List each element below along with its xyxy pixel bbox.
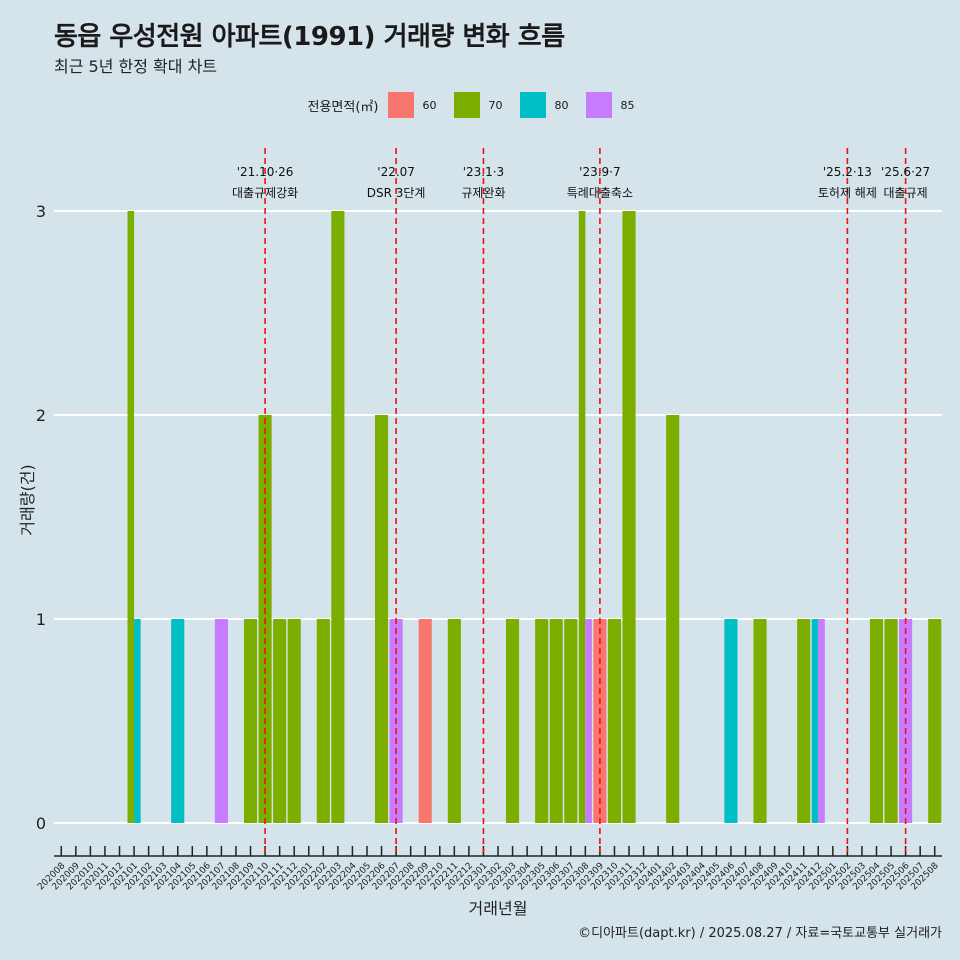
x-axis-title: 거래년월 — [469, 899, 528, 918]
bar-202303-70 — [506, 619, 520, 823]
bar-202101-70 — [127, 211, 135, 823]
y-tick-label: 0 — [36, 814, 46, 833]
legend-label-60: 60 — [422, 98, 437, 112]
bar-202406-80 — [724, 619, 738, 823]
y-tick-label: 1 — [36, 610, 46, 629]
bar-202308-70 — [578, 211, 586, 823]
bar-202504-70 — [869, 619, 884, 823]
bar-202412-80 — [811, 619, 819, 823]
event-date-label: '25.6·27 — [881, 165, 930, 179]
legend-swatch-60 — [388, 92, 415, 118]
bar-202411-70 — [797, 619, 811, 823]
bar-202101-80 — [134, 619, 141, 823]
event-date-label: '25.2·13 — [823, 165, 872, 179]
legend-item-80: 80 — [520, 92, 578, 118]
event-desc-label: 특례대출축소 — [567, 186, 633, 200]
bar-202111-70 — [273, 619, 287, 823]
bar-202310-70 — [607, 619, 622, 823]
bar-202305-70 — [535, 619, 549, 823]
chart-title: 동읍 우성전원 아파트(1991) 거래량 변화 흐름 — [54, 22, 565, 52]
event-date-label: '23.1·3 — [463, 165, 504, 179]
bar-202109-70 — [243, 619, 258, 823]
legend-item-85: 85 — [586, 92, 644, 118]
event-desc-label: 규제완화 — [461, 186, 505, 200]
legend-swatch-70 — [454, 92, 481, 118]
event-date-label: '23.9·7 — [579, 165, 620, 179]
source-caption: ©디아파트(dapt.kr) / 2025.08.27 / 자료=국토교통부 실… — [578, 926, 942, 941]
bar-202508-70 — [928, 619, 942, 823]
bar-202211-70 — [447, 619, 461, 823]
event-desc-label: 대출규제 — [884, 186, 928, 200]
legend: 전용면적(㎡) 60 70 80 85 — [0, 92, 960, 118]
bar-202402-70 — [666, 415, 680, 823]
bar-202202-70 — [316, 619, 330, 823]
event-desc-label: 대출규제강화 — [232, 186, 298, 200]
chart-subtitle: 최근 5년 한정 확대 차트 — [54, 57, 218, 76]
legend-swatch-80 — [520, 92, 547, 118]
event-desc-label: 토허제 해제 — [818, 186, 877, 200]
legend-swatch-85 — [586, 92, 613, 118]
bar-202206-70 — [374, 415, 389, 823]
event-date-label: '22.07 — [377, 165, 415, 179]
bar-202307-70 — [564, 619, 578, 823]
legend-title: 전용면적(㎡) — [307, 99, 379, 115]
bar-202209-60 — [418, 619, 432, 823]
legend-label-80: 80 — [554, 98, 569, 112]
bar-202408-70 — [753, 619, 767, 823]
y-tick-label: 3 — [36, 202, 46, 221]
bar-202306-70 — [549, 619, 563, 823]
bar-202203-70 — [331, 211, 345, 823]
bar-202311-70 — [622, 211, 636, 823]
event-desc-label: DSR 3단계 — [367, 186, 426, 200]
bar-202107-85 — [214, 619, 228, 823]
legend-label-70: 70 — [488, 98, 503, 112]
bar-202112-70 — [287, 619, 301, 823]
bar-202412-85 — [818, 619, 825, 823]
legend-item-70: 70 — [454, 92, 512, 118]
bar-202308-85 — [585, 619, 592, 823]
legend-label-85: 85 — [620, 98, 635, 112]
y-axis-title: 거래량(건) — [18, 464, 37, 535]
bar-202505-70 — [884, 619, 898, 823]
y-tick-label: 2 — [36, 406, 46, 425]
bar-202104-80 — [171, 619, 185, 823]
event-date-label: '21.10·26 — [237, 165, 294, 179]
legend-item-60: 60 — [388, 92, 446, 118]
